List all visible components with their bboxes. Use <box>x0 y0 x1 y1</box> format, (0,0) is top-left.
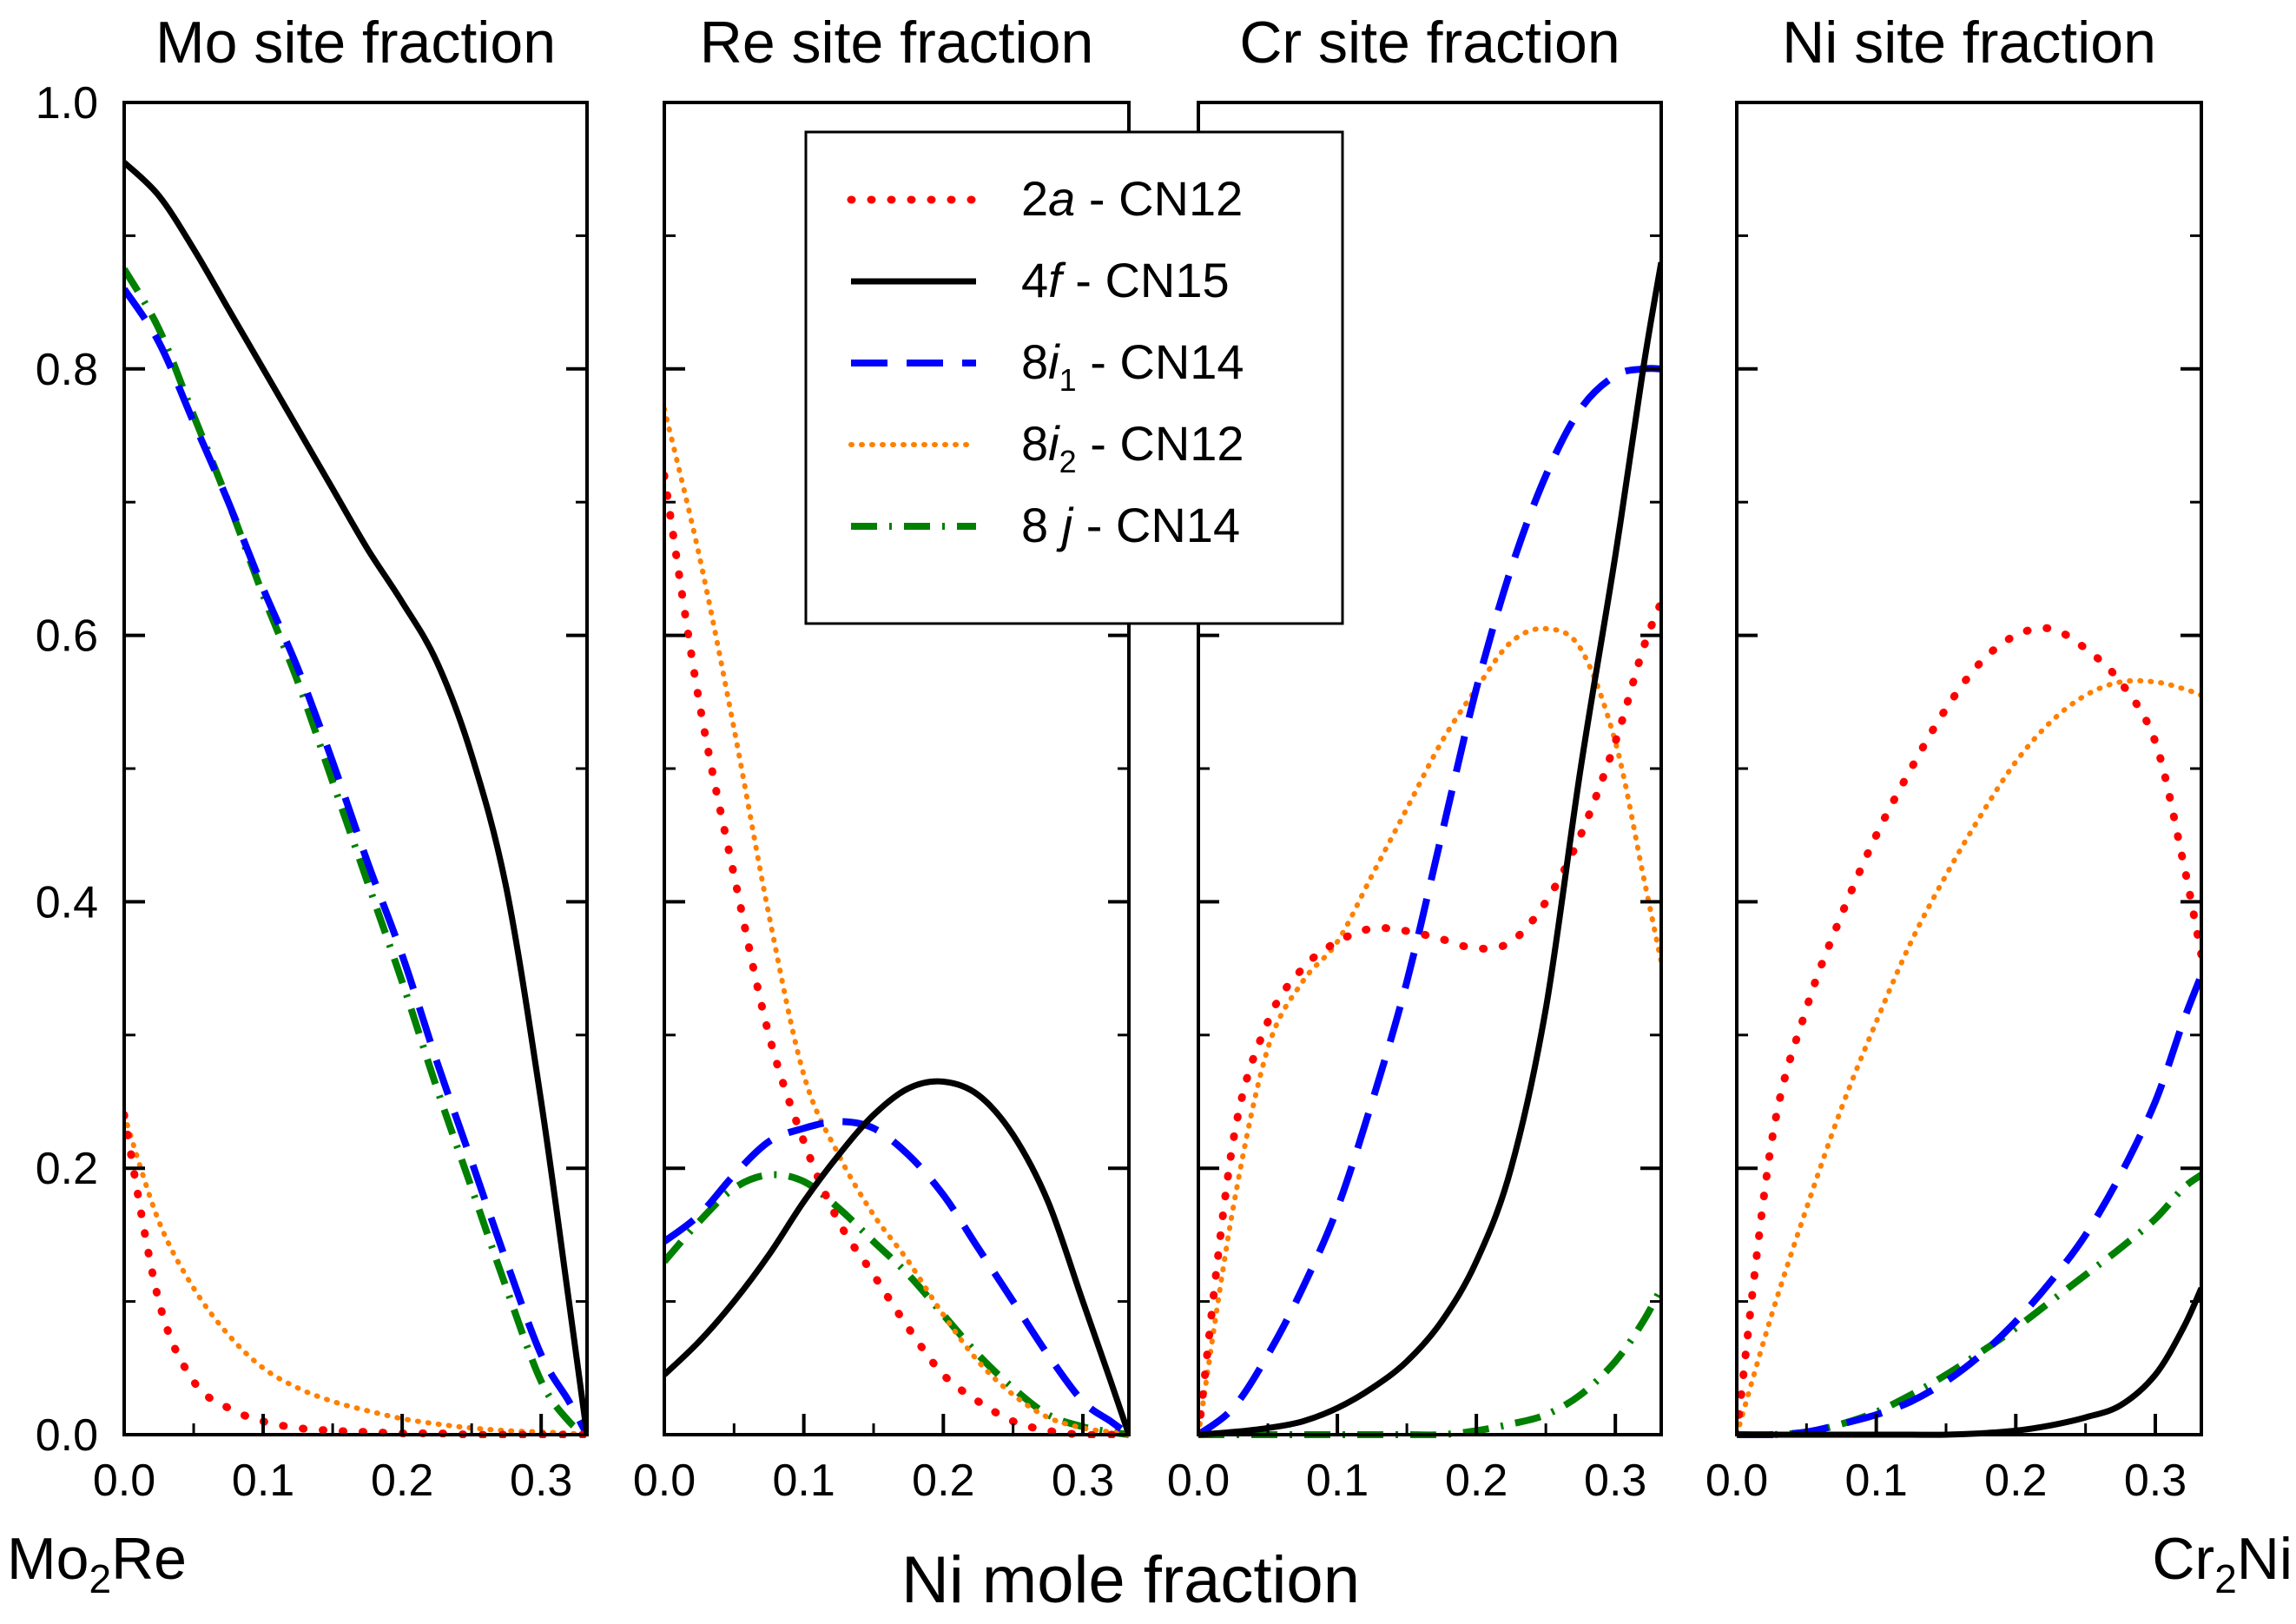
series-line-8j <box>1198 1286 1661 1438</box>
y-tick-label: 0.2 <box>36 1144 98 1194</box>
legend-label-8i1: 8i1 - CN14 <box>1021 334 1244 398</box>
series-line-8j <box>664 1171 1129 1438</box>
series-line-2a <box>1198 597 1661 1438</box>
x-tick-label: 0.0 <box>1167 1456 1230 1506</box>
series-line-4f <box>1198 261 1661 1438</box>
panel-frame <box>1735 101 2203 1436</box>
x-tick-label: 0.1 <box>1306 1456 1369 1506</box>
legend-label-2a: 2a - CN12 <box>1021 171 1243 226</box>
series-line-4f <box>124 160 587 1436</box>
series-line-2a <box>664 472 1129 1438</box>
series-line-8i2 <box>1737 677 2201 1437</box>
panel-re-site-fraction: Re site fraction 0.0 0.1 0.2 0.3 <box>633 10 1131 1506</box>
x-tick-label: 0.1 <box>232 1456 294 1506</box>
y-tick-label: 1.0 <box>36 78 98 129</box>
x-tick-label: 0.0 <box>1706 1456 1768 1506</box>
series-line-8i1 <box>1737 974 2201 1438</box>
legend-box <box>804 130 1344 625</box>
x-tick-label: 0.1 <box>1845 1456 1908 1506</box>
x-tick-label: 0.3 <box>2124 1456 2187 1506</box>
panel-frame <box>122 101 589 1436</box>
x-tick-label: 0.3 <box>510 1456 572 1506</box>
panel-mo-site-fraction: Mo site fraction 0.0 0.2 0.4 0.6 0.8 1.0 0.0 0.1… <box>36 10 589 1506</box>
panel-cr-site-fraction: Cr site fraction 0.0 0.1 0.2 0.3 <box>1167 10 1663 1506</box>
y-tick-label: 0.8 <box>36 345 98 395</box>
x-tick-label: 0.3 <box>1584 1456 1646 1506</box>
end-label-left: Mo2Re <box>7 1526 187 1601</box>
end-label-right: Cr2Ni <box>2152 1526 2293 1601</box>
x-tick-label: 0.2 <box>1984 1456 2047 1506</box>
series-line-8i1 <box>1198 365 1661 1438</box>
panel-title: Re site fraction <box>700 10 1094 76</box>
y-tick-label: 0.0 <box>36 1410 98 1461</box>
series-line-8i2 <box>1198 625 1661 1437</box>
x-tick-label: 0.2 <box>371 1456 433 1506</box>
legend-label-8i2: 8i2 - CN12 <box>1021 416 1244 479</box>
series-line-8i1 <box>664 1118 1129 1438</box>
x-tick-label: 0.1 <box>773 1456 835 1506</box>
legend-label-4f: 4f - CN15 <box>1021 253 1230 307</box>
panel-title: Cr site fraction <box>1239 10 1620 76</box>
series-line-8j <box>124 267 587 1438</box>
y-tick-label: 0.6 <box>36 611 98 662</box>
series-line-2a <box>1737 624 2201 1438</box>
y-tick-label: 0.4 <box>36 877 98 928</box>
series-line-4f <box>664 1078 1129 1436</box>
legend-label-8j: 8 j - CN14 <box>1021 498 1240 552</box>
series-line-2a <box>124 1111 587 1438</box>
x-axis-label: Ni mole fraction <box>901 1543 1360 1617</box>
x-tick-label: 0.2 <box>1445 1456 1508 1506</box>
x-tick-label: 0.2 <box>912 1456 974 1506</box>
x-tick-label: 0.0 <box>633 1456 696 1506</box>
x-tick-label: 0.0 <box>93 1456 155 1506</box>
panel-title: Mo site fraction <box>155 10 556 76</box>
legend: 2a - CN12 4f - CN15 8i1 - CN14 8i2 - CN12 8 … <box>804 130 1344 625</box>
x-tick-label: 0.3 <box>1052 1456 1114 1506</box>
series-line-8i1 <box>124 287 587 1436</box>
panel-title: Ni site fraction <box>1782 10 2156 76</box>
series-line-8i2 <box>124 1112 587 1437</box>
panel-ni-site-fraction: Ni site fraction 0.0 0.1 0.2 0.3 <box>1706 10 2203 1506</box>
